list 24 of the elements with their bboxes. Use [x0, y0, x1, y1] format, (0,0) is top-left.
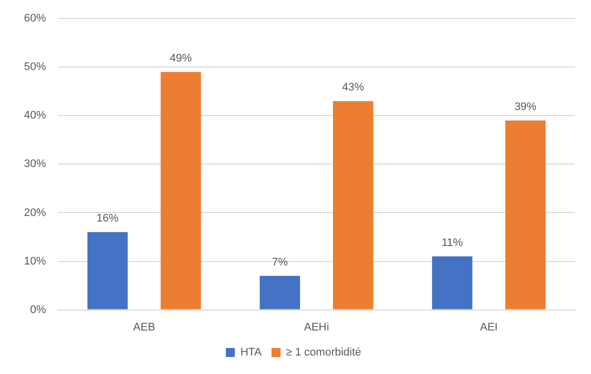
bar	[332, 101, 374, 310]
data-label: 16%	[96, 212, 119, 225]
data-label: 43%	[342, 82, 364, 94]
legend-label: HTA	[240, 346, 262, 359]
data-label: 11%	[442, 236, 464, 249]
bar	[87, 232, 128, 310]
y-tick-label: 40%	[24, 110, 46, 122]
bar	[432, 256, 472, 310]
data-label: 7%	[272, 256, 288, 268]
y-tick-label: 60%	[24, 12, 46, 25]
bar	[505, 120, 546, 310]
x-tick-label: AEI	[480, 321, 498, 334]
y-tick-label: 30%	[24, 158, 46, 170]
legend-label: ≥ 1 comorbidité	[286, 346, 362, 359]
y-tick-label: 0%	[30, 304, 46, 316]
bar	[160, 72, 201, 310]
data-label: 49%	[170, 52, 192, 65]
y-tick-label: 10%	[24, 255, 46, 268]
y-tick-label: 50%	[24, 61, 46, 74]
bar	[260, 276, 300, 310]
y-tick-label: 20%	[24, 206, 46, 219]
x-tick-label: AEB	[133, 321, 156, 334]
data-label: 39%	[514, 101, 537, 114]
x-tick-label: AEHi	[304, 321, 330, 334]
